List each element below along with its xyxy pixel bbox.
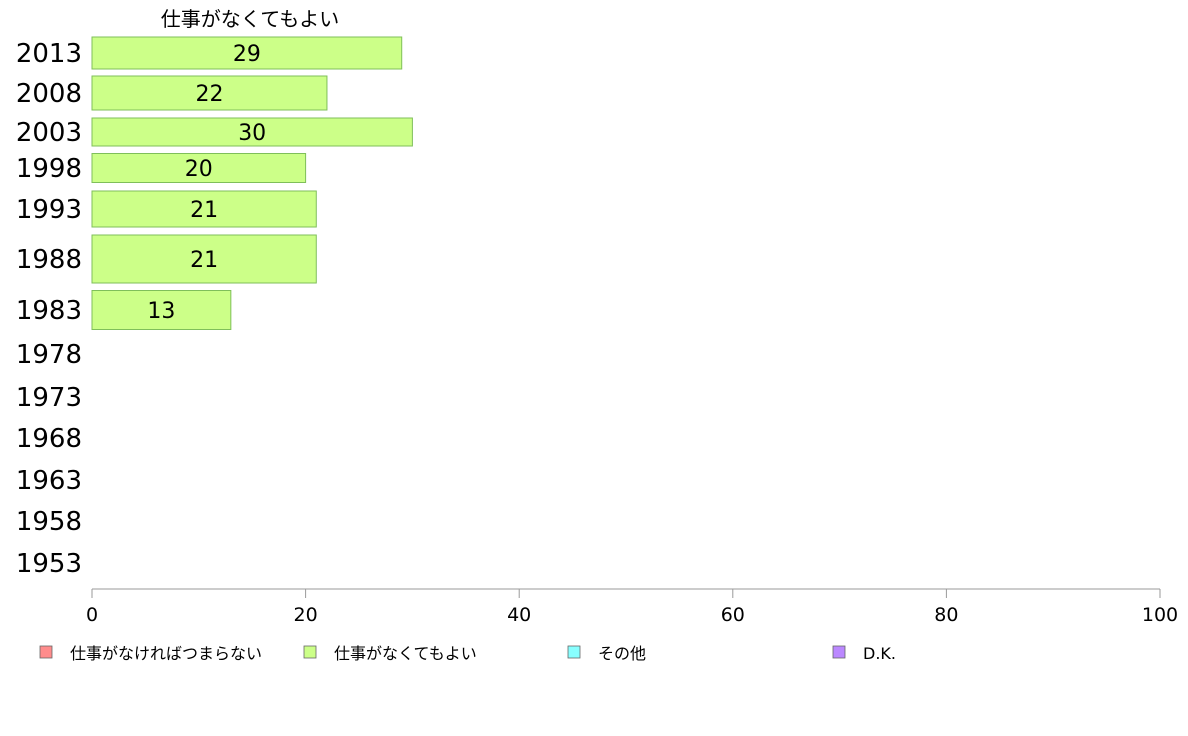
year-label-1968: 1968: [16, 424, 82, 454]
legend-label-0: 仕事がなければつまらない: [70, 644, 262, 663]
x-tick-label-40: 40: [507, 604, 531, 626]
year-labels: 2013 2008 2003 1998 1993 1988 1983 1978 1973 1968…: [16, 39, 82, 579]
bar-value-label-1988: 21: [190, 248, 218, 273]
bar-value-label-2008: 22: [195, 82, 223, 107]
legend-swatch-0: [39, 645, 53, 659]
bar-1993-s1: [91, 190, 317, 228]
year-label-2003: 2003: [16, 118, 82, 148]
year-label-1983: 1983: [16, 296, 82, 326]
year-label-1988: 1988: [16, 245, 82, 275]
x-axis: 0 20 40 60 80 100: [86, 588, 1178, 626]
legend-swatch-3: [832, 645, 846, 659]
bar-value-label-1983: 13: [147, 299, 175, 324]
legend-label-1: 仕事がなくてもよい: [334, 644, 477, 663]
x-tick-label-20: 20: [294, 604, 318, 626]
x-tick-label-60: 60: [721, 604, 745, 626]
year-label-1958: 1958: [16, 507, 82, 537]
x-tick-label-100: 100: [1142, 604, 1178, 626]
series-title: 仕事がなくてもよい: [161, 7, 339, 31]
bar-2003-s1: [91, 117, 413, 147]
year-label-1998: 1998: [16, 154, 82, 184]
year-label-1993: 1993: [16, 195, 82, 225]
legend-swatch-2: [567, 645, 581, 659]
legend-swatch-1: [303, 645, 317, 659]
bar-value-label-2003: 30: [238, 121, 266, 146]
legend-label-3: D.K.: [863, 644, 896, 663]
bar-value-label-1998: 20: [185, 157, 213, 182]
year-label-1963: 1963: [16, 466, 82, 496]
bars-layer: 29 22 30 20 21 21 13: [91, 36, 413, 330]
bar-1998-s1: [91, 153, 307, 183]
bar-2013-s1: [91, 36, 403, 70]
legend-label-2: その他: [598, 644, 646, 663]
bar-value-label-2013: 29: [233, 42, 261, 67]
year-label-2013: 2013: [16, 39, 82, 69]
year-label-2008: 2008: [16, 79, 82, 109]
x-tick-label-80: 80: [934, 604, 958, 626]
bar-1983-s1: [91, 290, 232, 330]
x-tick-label-0: 0: [86, 604, 98, 626]
year-label-1978: 1978: [16, 340, 82, 370]
year-label-1973: 1973: [16, 383, 82, 413]
bar-1988-s1: [91, 234, 317, 284]
bar-value-label-1993: 21: [190, 198, 218, 223]
legend: 仕事がなければつまらない 仕事がなくてもよい その他 D.K.: [39, 644, 896, 663]
bar-2008-s1: [91, 75, 328, 111]
year-label-1953: 1953: [16, 549, 82, 579]
